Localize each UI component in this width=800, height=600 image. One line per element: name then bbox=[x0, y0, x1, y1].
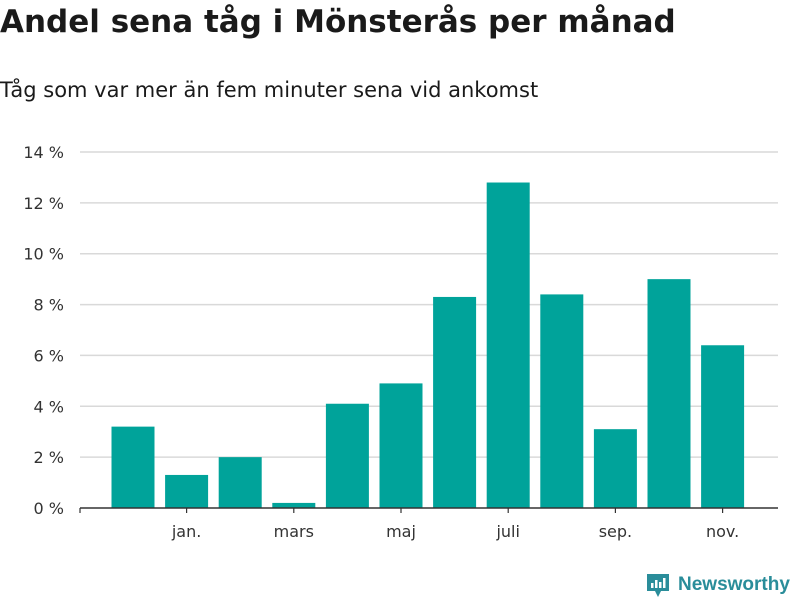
bar bbox=[379, 383, 423, 508]
x-tick-label: jan. bbox=[171, 522, 201, 541]
bar-chart: 0 % 2 % 4 % 6 % 8 % 10 % 12 % 14 % jan. mars maj ju… bbox=[23, 143, 778, 541]
bar bbox=[593, 429, 637, 508]
x-tick-label: sep. bbox=[599, 522, 632, 541]
bar bbox=[272, 502, 316, 508]
bar bbox=[540, 294, 584, 508]
bar bbox=[165, 474, 209, 508]
x-tick-label: juli bbox=[495, 522, 519, 541]
bar bbox=[325, 403, 369, 508]
x-tick-label: nov. bbox=[706, 522, 739, 541]
y-tick-label: 2 % bbox=[34, 448, 64, 467]
y-tick-label: 12 % bbox=[23, 194, 64, 213]
y-tick-label: 6 % bbox=[34, 346, 64, 365]
bar bbox=[433, 296, 477, 508]
y-tick-label: 8 % bbox=[34, 296, 64, 315]
chart-subtitle: Tåg som var mer än fem minuter sena vid … bbox=[0, 78, 539, 102]
y-tick-label: 4 % bbox=[34, 397, 64, 416]
x-tick-label: mars bbox=[274, 522, 314, 541]
bar bbox=[486, 182, 530, 508]
y-tick-label: 14 % bbox=[23, 143, 64, 162]
y-tick-label: 10 % bbox=[23, 245, 64, 264]
y-tick-label: 0 % bbox=[34, 499, 64, 518]
bar bbox=[701, 345, 745, 508]
chart-title: Andel sena tåg i Mönsterås per månad bbox=[0, 4, 676, 40]
brand-logo: Newsworthy bbox=[644, 570, 790, 600]
bar bbox=[647, 279, 691, 508]
newsworthy-logo-icon bbox=[647, 574, 669, 597]
x-tick-label: maj bbox=[386, 522, 416, 541]
bar bbox=[111, 426, 155, 508]
bar bbox=[218, 457, 262, 508]
brand-name: Newsworthy bbox=[678, 574, 790, 595]
